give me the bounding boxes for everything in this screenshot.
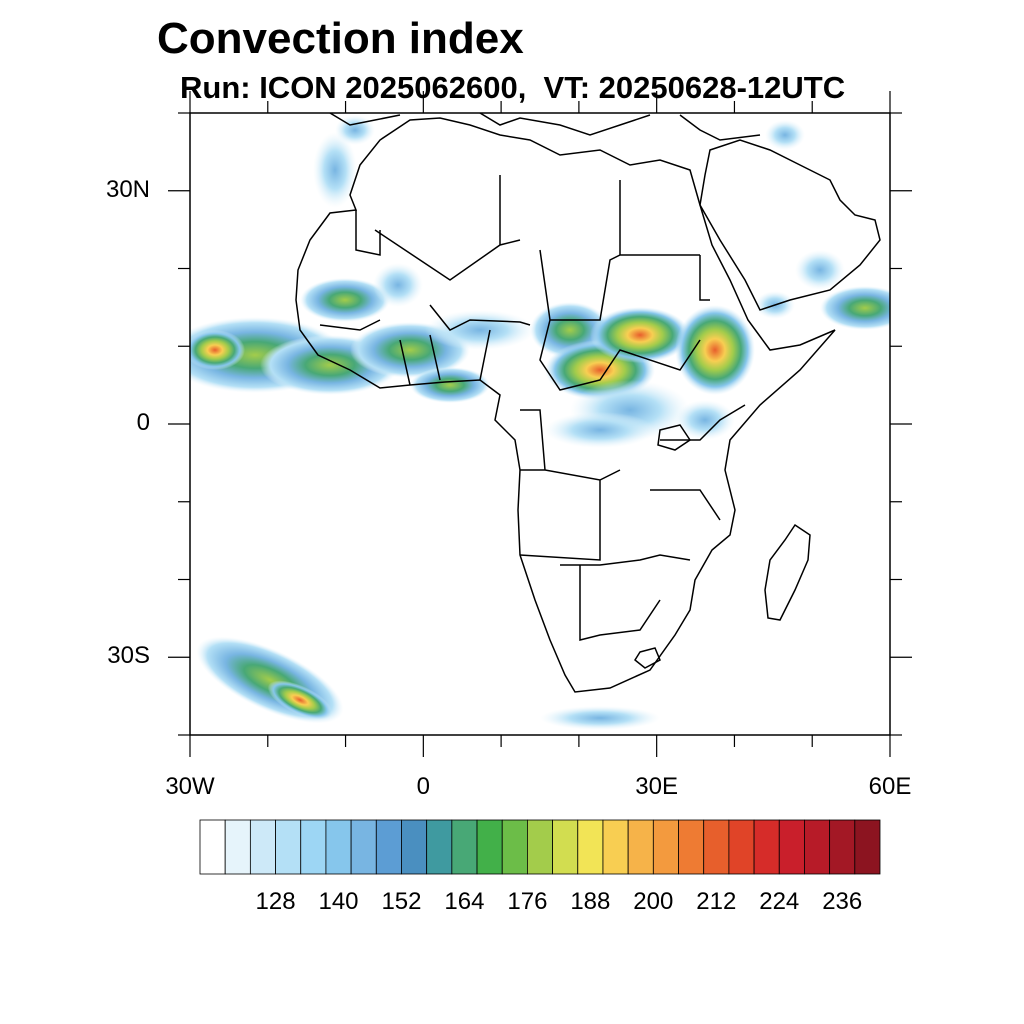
africa-coastline [295,117,836,693]
colorbar-swatch [375,819,402,875]
map-title: Convection index [157,14,524,63]
colorbar-swatch [426,819,453,875]
colorbar-swatch [275,819,302,875]
colorbar-swatch [652,819,679,875]
colorbar-swatch [527,819,553,875]
colorbar-swatch [249,819,276,875]
colorbar-swatch [552,819,579,875]
madagascar-coastline [764,523,811,621]
colorbar-swatch [501,819,528,875]
colorbar-label: 152 [381,888,422,915]
europe-coastline [329,113,761,141]
colorbar-swatch [753,819,780,875]
colorbar-label: 200 [633,888,674,915]
arabia-coastline [699,139,881,311]
lat-label: 30S [107,642,150,670]
colorbar-swatch [199,819,226,875]
colorbar-label: 212 [696,888,737,915]
colorbar-label: 128 [255,888,296,915]
colorbar-swatch [703,819,730,875]
colorbar-swatch [627,819,654,875]
country-borders [319,175,746,641]
lesotho-border [634,647,661,669]
lake-victoria [657,424,692,451]
colorbar-swatch [300,819,327,875]
colorbar-swatch [728,819,755,875]
coastlines [295,113,881,693]
colorbar-swatch [577,819,604,875]
colorbar-swatch [224,819,251,875]
colorbar-swatch [350,819,377,875]
lon-label: 30W [165,773,215,800]
lon-label: 30E [635,773,678,800]
colorbar-swatch [325,819,352,875]
colorbar-swatch [829,819,856,875]
colorbar-swatch [678,819,705,875]
colorbar-swatch [451,819,478,875]
colorbar [199,819,881,875]
colorbar-label: 164 [444,888,485,915]
map-subtitle: Run: ICON 2025062600, VT: 20250628-12UTC [180,70,846,105]
colorbar-label: 176 [507,888,548,915]
lat-label: 0 [136,409,150,436]
colorbar-swatch [804,819,831,875]
axis-ticks [168,91,912,757]
colorbar-label: 188 [570,888,611,915]
lat-label: 30N [105,175,150,203]
map-frame [189,112,891,736]
lon-label: 60E [868,773,912,800]
colorbar-label: 224 [759,888,800,915]
colorbar-swatch [602,819,629,875]
lon-label: 0 [416,773,430,800]
colorbar-swatch [401,819,428,875]
convection-field [190,115,890,730]
colorbar-swatch [476,819,503,875]
colorbar-label: 236 [822,888,863,915]
colorbar-swatch [854,819,881,875]
colorbar-swatch [778,819,805,875]
colorbar-label: 140 [318,888,359,915]
